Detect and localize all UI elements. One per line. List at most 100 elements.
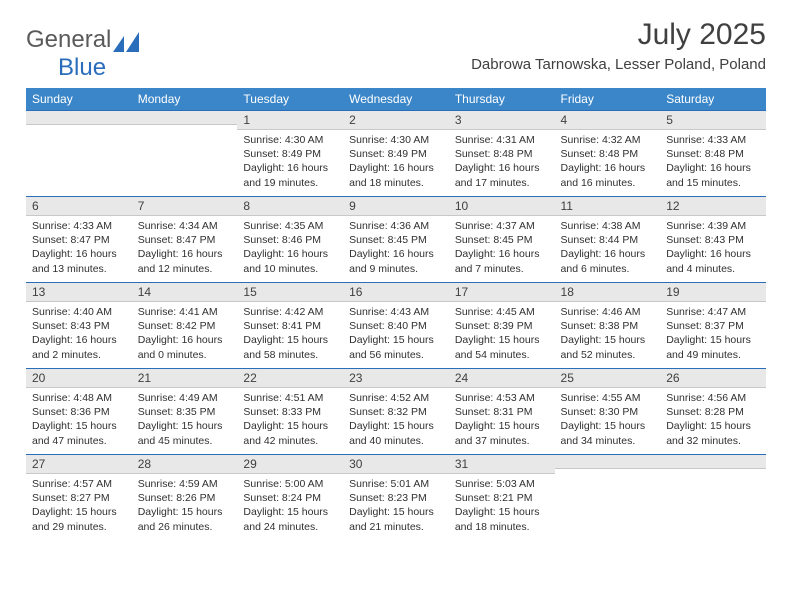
day-details: Sunrise: 4:55 AMSunset: 8:30 PMDaylight:… (555, 388, 661, 451)
calendar-day-cell: 14Sunrise: 4:41 AMSunset: 8:42 PMDayligh… (132, 282, 238, 368)
day-details: Sunrise: 4:59 AMSunset: 8:26 PMDaylight:… (132, 474, 238, 537)
day-number: 16 (343, 282, 449, 302)
calendar-day-cell: 28Sunrise: 4:59 AMSunset: 8:26 PMDayligh… (132, 454, 238, 540)
day-details: Sunrise: 4:48 AMSunset: 8:36 PMDaylight:… (26, 388, 132, 451)
day-number: 4 (555, 110, 661, 130)
day-number: 26 (660, 368, 766, 388)
day-number: 8 (237, 196, 343, 216)
calendar-day-cell: 19Sunrise: 4:47 AMSunset: 8:37 PMDayligh… (660, 282, 766, 368)
day-details: Sunrise: 4:37 AMSunset: 8:45 PMDaylight:… (449, 216, 555, 279)
calendar-day-cell: 5Sunrise: 4:33 AMSunset: 8:48 PMDaylight… (660, 110, 766, 196)
calendar-day-cell: 22Sunrise: 4:51 AMSunset: 8:33 PMDayligh… (237, 368, 343, 454)
weekday-header: Tuesday (237, 88, 343, 110)
calendar-day-cell: 26Sunrise: 4:56 AMSunset: 8:28 PMDayligh… (660, 368, 766, 454)
calendar-head: SundayMondayTuesdayWednesdayThursdayFrid… (26, 88, 766, 110)
calendar-day-cell: 16Sunrise: 4:43 AMSunset: 8:40 PMDayligh… (343, 282, 449, 368)
day-number: 14 (132, 282, 238, 302)
day-number: 28 (132, 454, 238, 474)
calendar-week-row: 1Sunrise: 4:30 AMSunset: 8:49 PMDaylight… (26, 110, 766, 196)
calendar-day-cell (132, 110, 238, 196)
day-details: Sunrise: 4:47 AMSunset: 8:37 PMDaylight:… (660, 302, 766, 365)
calendar-day-cell: 7Sunrise: 4:34 AMSunset: 8:47 PMDaylight… (132, 196, 238, 282)
day-details: Sunrise: 4:41 AMSunset: 8:42 PMDaylight:… (132, 302, 238, 365)
day-details: Sunrise: 4:51 AMSunset: 8:33 PMDaylight:… (237, 388, 343, 451)
header: General Blue July 2025 Dabrowa Tarnowska… (26, 18, 766, 82)
calendar-day-cell: 11Sunrise: 4:38 AMSunset: 8:44 PMDayligh… (555, 196, 661, 282)
weekday-header: Sunday (26, 88, 132, 110)
day-number: 17 (449, 282, 555, 302)
day-details: Sunrise: 5:00 AMSunset: 8:24 PMDaylight:… (237, 474, 343, 537)
weekday-header: Friday (555, 88, 661, 110)
day-number: 5 (660, 110, 766, 130)
day-details: Sunrise: 4:42 AMSunset: 8:41 PMDaylight:… (237, 302, 343, 365)
weekday-row: SundayMondayTuesdayWednesdayThursdayFrid… (26, 88, 766, 110)
day-number: 30 (343, 454, 449, 474)
calendar-day-cell (26, 110, 132, 196)
calendar-day-cell: 4Sunrise: 4:32 AMSunset: 8:48 PMDaylight… (555, 110, 661, 196)
day-details: Sunrise: 5:01 AMSunset: 8:23 PMDaylight:… (343, 474, 449, 537)
day-details: Sunrise: 4:31 AMSunset: 8:48 PMDaylight:… (449, 130, 555, 193)
calendar-table: SundayMondayTuesdayWednesdayThursdayFrid… (26, 88, 766, 540)
day-details: Sunrise: 4:30 AMSunset: 8:49 PMDaylight:… (237, 130, 343, 193)
logo-word-general: General (26, 26, 111, 53)
calendar-page: General Blue July 2025 Dabrowa Tarnowska… (0, 0, 792, 612)
day-number: 21 (132, 368, 238, 388)
day-number: 19 (660, 282, 766, 302)
logo-text: General Blue (26, 26, 139, 82)
day-number: 15 (237, 282, 343, 302)
day-number: 6 (26, 196, 132, 216)
location-subtitle: Dabrowa Tarnowska, Lesser Poland, Poland (471, 56, 766, 73)
weekday-header: Thursday (449, 88, 555, 110)
day-number: 13 (26, 282, 132, 302)
day-number: 31 (449, 454, 555, 474)
logo-word-blue: Blue (58, 54, 106, 81)
calendar-day-cell: 20Sunrise: 4:48 AMSunset: 8:36 PMDayligh… (26, 368, 132, 454)
title-block: July 2025 Dabrowa Tarnowska, Lesser Pola… (471, 18, 766, 73)
calendar-day-cell: 8Sunrise: 4:35 AMSunset: 8:46 PMDaylight… (237, 196, 343, 282)
day-number: 10 (449, 196, 555, 216)
calendar-day-cell: 29Sunrise: 5:00 AMSunset: 8:24 PMDayligh… (237, 454, 343, 540)
calendar-week-row: 13Sunrise: 4:40 AMSunset: 8:43 PMDayligh… (26, 282, 766, 368)
calendar-week-row: 6Sunrise: 4:33 AMSunset: 8:47 PMDaylight… (26, 196, 766, 282)
day-details: Sunrise: 4:35 AMSunset: 8:46 PMDaylight:… (237, 216, 343, 279)
day-number: 2 (343, 110, 449, 130)
day-details: Sunrise: 4:40 AMSunset: 8:43 PMDaylight:… (26, 302, 132, 365)
calendar-day-cell: 1Sunrise: 4:30 AMSunset: 8:49 PMDaylight… (237, 110, 343, 196)
calendar-body: 1Sunrise: 4:30 AMSunset: 8:49 PMDaylight… (26, 110, 766, 540)
day-number-empty (555, 454, 661, 469)
calendar-week-row: 20Sunrise: 4:48 AMSunset: 8:36 PMDayligh… (26, 368, 766, 454)
day-details: Sunrise: 4:32 AMSunset: 8:48 PMDaylight:… (555, 130, 661, 193)
day-number: 3 (449, 110, 555, 130)
day-number: 1 (237, 110, 343, 130)
day-number: 22 (237, 368, 343, 388)
calendar-day-cell (555, 454, 661, 540)
calendar-day-cell: 27Sunrise: 4:57 AMSunset: 8:27 PMDayligh… (26, 454, 132, 540)
day-number-empty (26, 110, 132, 125)
calendar-day-cell: 6Sunrise: 4:33 AMSunset: 8:47 PMDaylight… (26, 196, 132, 282)
calendar-day-cell: 13Sunrise: 4:40 AMSunset: 8:43 PMDayligh… (26, 282, 132, 368)
day-details: Sunrise: 4:30 AMSunset: 8:49 PMDaylight:… (343, 130, 449, 193)
calendar-day-cell: 12Sunrise: 4:39 AMSunset: 8:43 PMDayligh… (660, 196, 766, 282)
calendar-day-cell: 23Sunrise: 4:52 AMSunset: 8:32 PMDayligh… (343, 368, 449, 454)
day-number: 12 (660, 196, 766, 216)
day-number: 9 (343, 196, 449, 216)
day-number: 25 (555, 368, 661, 388)
day-details: Sunrise: 4:33 AMSunset: 8:48 PMDaylight:… (660, 130, 766, 193)
calendar-day-cell: 24Sunrise: 4:53 AMSunset: 8:31 PMDayligh… (449, 368, 555, 454)
calendar-day-cell: 15Sunrise: 4:42 AMSunset: 8:41 PMDayligh… (237, 282, 343, 368)
day-number: 20 (26, 368, 132, 388)
day-details: Sunrise: 4:38 AMSunset: 8:44 PMDaylight:… (555, 216, 661, 279)
day-number: 11 (555, 196, 661, 216)
calendar-day-cell (660, 454, 766, 540)
day-number: 18 (555, 282, 661, 302)
day-details: Sunrise: 4:49 AMSunset: 8:35 PMDaylight:… (132, 388, 238, 451)
calendar-day-cell: 9Sunrise: 4:36 AMSunset: 8:45 PMDaylight… (343, 196, 449, 282)
weekday-header: Wednesday (343, 88, 449, 110)
day-details: Sunrise: 5:03 AMSunset: 8:21 PMDaylight:… (449, 474, 555, 537)
calendar-day-cell: 17Sunrise: 4:45 AMSunset: 8:39 PMDayligh… (449, 282, 555, 368)
day-number: 24 (449, 368, 555, 388)
calendar-day-cell: 25Sunrise: 4:55 AMSunset: 8:30 PMDayligh… (555, 368, 661, 454)
calendar-day-cell: 18Sunrise: 4:46 AMSunset: 8:38 PMDayligh… (555, 282, 661, 368)
logo: General Blue (26, 26, 139, 82)
day-number: 7 (132, 196, 238, 216)
